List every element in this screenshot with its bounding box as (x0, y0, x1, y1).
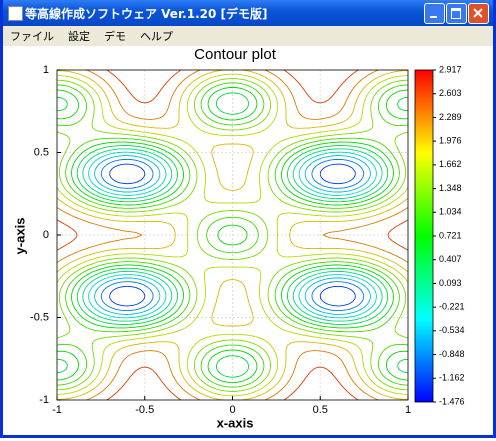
colorbar-tick-label: 0.093 (439, 278, 462, 288)
menu-item[interactable]: 設定 (68, 30, 90, 43)
y-tick-label: 1 (43, 64, 49, 76)
colorbar (414, 69, 434, 403)
colorbar-tick-label: 2.603 (439, 88, 462, 98)
colorbar-tick-label: -0.848 (439, 349, 465, 359)
chart: Contour plot x-axis y-axis -1 -0.5 0 0.5 1 -1… (12, 46, 465, 430)
contour-line (100, 158, 365, 312)
colorbar-tick-label: 0.407 (439, 254, 462, 264)
y-tick-label: -0.5 (30, 311, 49, 323)
contour-line (94, 155, 371, 315)
x-tick-label: 0 (229, 404, 235, 416)
menu-bar: ファイル 設定 デモ ヘルプ (3, 26, 493, 46)
contour-line (88, 151, 377, 319)
x-axis-label: x-axis (217, 415, 254, 430)
maximize-button[interactable] (446, 3, 467, 24)
colorbar-tick-label: -1.162 (439, 373, 465, 383)
colorbar-tick-label: 1.348 (439, 183, 462, 193)
contour-line (82, 148, 383, 322)
x-tick-label: 0.5 (313, 404, 328, 416)
contour-line (109, 163, 356, 307)
menu-item[interactable]: ヘルプ (140, 30, 173, 43)
y-tick-label: 0.5 (34, 146, 49, 158)
contour-line (56, 92, 409, 378)
x-tick-label: -0.5 (135, 404, 154, 416)
title-bar: 等高線作成ソフトウェア Ver.1.20 [デモ版] (3, 0, 493, 26)
y-tick-label: 0 (43, 229, 49, 241)
contour-line (56, 86, 409, 384)
contour-line (56, 69, 409, 401)
colorbar-tick-label: 2.289 (439, 112, 462, 122)
colorbar-tick-label: 0.721 (439, 230, 462, 240)
colorbar-tick-label: -1.476 (439, 396, 465, 406)
colorbar-tick-label: -0.534 (439, 325, 465, 335)
x-tick-label: -1 (52, 404, 62, 416)
menu-item[interactable]: ファイル (10, 30, 54, 43)
colorbar-tick-label: 1.976 (439, 135, 462, 145)
x-tick-label: 1 (405, 404, 411, 416)
app-icon (8, 6, 23, 21)
colorbar-tick-label: 1.662 (439, 159, 462, 169)
y-tick-label: -1 (39, 394, 49, 406)
contour-line (56, 78, 409, 392)
y-axis-label: y-axis (12, 218, 27, 255)
close-button[interactable] (468, 3, 489, 24)
window-title: 等高線作成ソフトウェア Ver.1.20 [デモ版] (25, 6, 268, 21)
menu-item[interactable]: デモ (104, 30, 126, 43)
contour-line (56, 69, 409, 401)
chart-title: Contour plot (194, 46, 277, 63)
colorbar-tick-label: -0.221 (439, 302, 465, 312)
contour-line (56, 82, 409, 388)
colorbar-tick-label: 2.917 (439, 64, 462, 74)
colorbar-tick-label: 1.034 (439, 207, 462, 217)
plot-frame (56, 69, 409, 401)
minimize-button[interactable] (424, 3, 445, 24)
contour-line (56, 73, 409, 397)
